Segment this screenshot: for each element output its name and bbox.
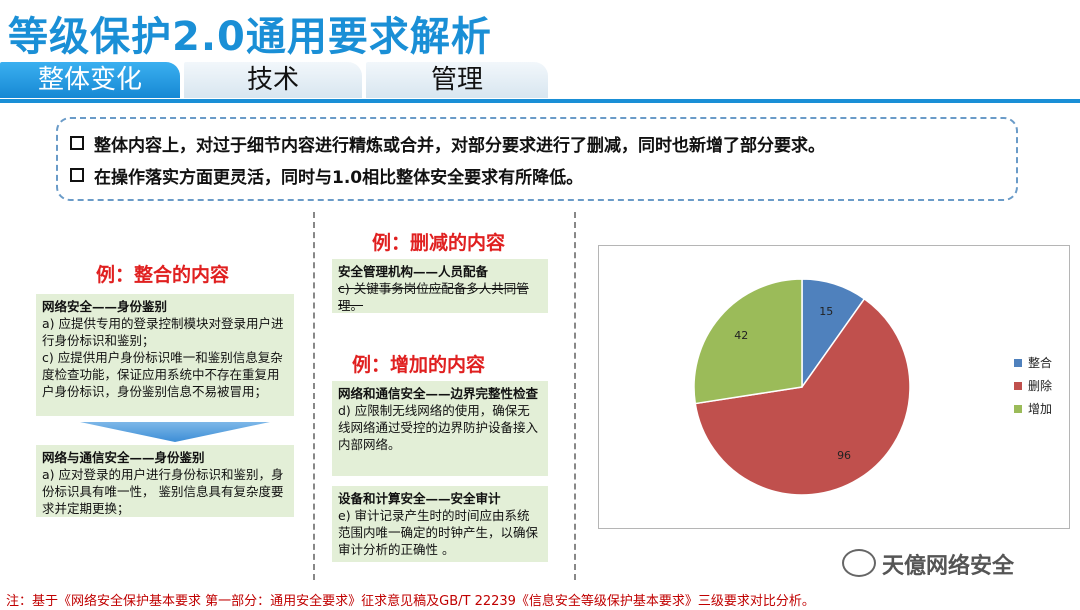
deleted-heading: 例：删减的内容 xyxy=(372,232,506,254)
pie-data-label-added: 42 xyxy=(734,329,748,342)
merged-box-before-item-c: c) 应提供用户身份标识唯一和鉴别信息复杂度检查功能，保证应用系统中不存在重复用… xyxy=(42,350,283,399)
footnote: 注：基于《网络安全保护基本要求 第一部分：通用安全要求》征求意见稿及GB/T 2… xyxy=(6,594,815,609)
summary-item-1: 整体内容上，对过于细节内容进行精炼或合并，对部分要求进行了删减，同时也新增了部分… xyxy=(70,131,825,156)
column-divider-right xyxy=(574,212,576,580)
legend-swatch-merged xyxy=(1014,359,1022,367)
added-box-1: 网络和通信安全——边界完整性检查 d) 应限制无线网络的使用，确保无线网络通过受… xyxy=(332,381,548,476)
tab-overall-change[interactable]: 整体变化 xyxy=(0,62,180,98)
merged-heading: 例：整合的内容 xyxy=(96,264,230,286)
checkbox-square-icon xyxy=(70,168,84,182)
watermark-text: 天億网络安全 xyxy=(882,554,1015,579)
checkbox-square-icon xyxy=(70,136,84,150)
summary-text-2: 在操作落实方面更灵活，同时与1.0相比整体安全要求有所降低。 xyxy=(94,168,584,188)
wechat-icon xyxy=(842,549,876,577)
merged-box-before-item-a: a) 应提供专用的登录控制模块对登录用户进行身份标识和鉴别； xyxy=(42,316,284,348)
legend-item-added: 增加 xyxy=(1014,400,1052,417)
legend-label-added: 增加 xyxy=(1028,402,1053,416)
legend-item-merged: 整合 xyxy=(1014,354,1052,371)
merged-box-after: 网络与通信安全——身份鉴别 a) 应对登录的用户进行身份标识和鉴别，身份标识具有… xyxy=(36,445,294,517)
deleted-box-title: 安全管理机构——人员配备 xyxy=(338,264,489,279)
summary-box xyxy=(56,117,1018,201)
added-box-2-title: 设备和计算安全——安全审计 xyxy=(338,491,501,506)
added-box-2-text: e) 审计记录产生时的时间应由系统范围内唯一确定的时钟产生，以确保审计分析的正确… xyxy=(338,508,539,557)
legend-label-merged: 整合 xyxy=(1028,356,1053,370)
summary-item-2: 在操作落实方面更灵活，同时与1.0相比整体安全要求有所降低。 xyxy=(70,163,583,188)
added-box-2: 设备和计算安全——安全审计 e) 审计记录产生时的时间应由系统范围内唯一确定的时… xyxy=(332,486,548,562)
deleted-box-item: c) 关键事务岗位应配备多人共同管理。 xyxy=(338,281,529,313)
pie-chart: 15 96 42 xyxy=(693,278,911,496)
merged-box-after-item-a: a) 应对登录的用户进行身份标识和鉴别，身份标识具有唯一性， 鉴别信息具有复杂度… xyxy=(42,467,284,516)
deleted-box: 安全管理机构——人员配备 c) 关键事务岗位应配备多人共同管理。 xyxy=(332,259,548,313)
legend-item-deleted: 删除 xyxy=(1014,377,1052,394)
legend-label-deleted: 删除 xyxy=(1028,379,1053,393)
pie-data-label-deleted: 96 xyxy=(837,449,851,462)
summary-text-1: 整体内容上，对过于细节内容进行精炼或合并，对部分要求进行了删减，同时也新增了部分… xyxy=(94,136,825,156)
watermark: 天億网络安全 xyxy=(842,548,1014,580)
added-heading: 例：增加的内容 xyxy=(352,354,486,376)
down-arrow-icon xyxy=(80,422,270,442)
merged-box-before: 网络安全——身份鉴别 a) 应提供专用的登录控制模块对登录用户进行身份标识和鉴别… xyxy=(36,294,294,416)
tab-management[interactable]: 管理 xyxy=(366,62,548,98)
page-title: 等级保护2.0通用要求解析 xyxy=(8,14,492,60)
pie-slice-deleted xyxy=(694,297,911,496)
header-rule xyxy=(0,99,1080,103)
merged-box-before-title: 网络安全——身份鉴别 xyxy=(42,299,168,314)
legend-swatch-added xyxy=(1014,405,1022,413)
merged-box-after-title: 网络与通信安全——身份鉴别 xyxy=(42,450,205,465)
tab-technology[interactable]: 技术 xyxy=(184,62,362,98)
added-box-1-title: 网络和通信安全——边界完整性检查 xyxy=(338,386,539,401)
pie-slice-added xyxy=(693,278,803,405)
column-divider-left xyxy=(313,212,315,580)
legend-swatch-deleted xyxy=(1014,382,1022,390)
pie-data-label-merged: 15 xyxy=(819,305,833,318)
added-box-1-text: d) 应限制无线网络的使用，确保无线网络通过受控的边界防护设备接入内部网络。 xyxy=(338,403,539,452)
